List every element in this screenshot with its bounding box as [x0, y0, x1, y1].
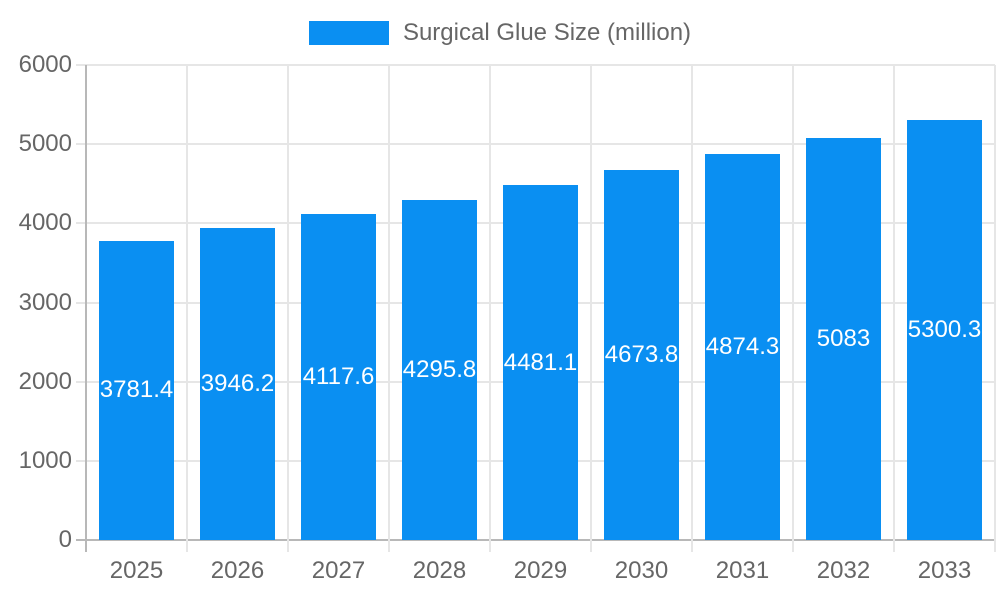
x-gridline — [590, 65, 592, 552]
legend-swatch — [308, 21, 389, 45]
bar-value-label: 5300.3 — [907, 316, 982, 344]
x-tick-label: 2032 — [816, 557, 871, 584]
x-tick-label: 2033 — [917, 557, 972, 584]
x-gridline — [893, 65, 895, 552]
x-tick-label: 2030 — [614, 557, 669, 584]
y-tick-label: 4000 — [18, 209, 72, 237]
x-gridline — [186, 65, 188, 552]
x-tick-label: 2029 — [513, 557, 568, 584]
bar-value-label: 5083 — [816, 324, 871, 352]
x-gridline — [287, 65, 289, 552]
bar[interactable] — [402, 199, 477, 540]
bar[interactable] — [806, 137, 881, 540]
legend-label: Surgical Glue Size (million) — [402, 19, 692, 46]
y-axis-line — [85, 65, 87, 552]
x-tick-label: 2026 — [210, 557, 265, 584]
x-gridline — [792, 65, 794, 552]
x-gridline — [691, 65, 693, 552]
bar-value-label: 4117.6 — [302, 363, 375, 390]
x-tick-label: 2025 — [109, 557, 164, 584]
x-tick-label: 2031 — [715, 557, 770, 584]
y-tick-label: 5000 — [18, 130, 72, 158]
bar[interactable] — [705, 154, 780, 540]
x-tick-label: 2028 — [412, 557, 467, 584]
bar[interactable] — [301, 214, 376, 540]
x-axis-baseline — [76, 539, 995, 541]
bar[interactable] — [907, 120, 982, 540]
bar[interactable] — [200, 227, 275, 540]
bar[interactable] — [99, 240, 174, 540]
y-gridline — [76, 64, 995, 66]
chart-legend[interactable]: Surgical Glue Size (million) — [0, 18, 1000, 48]
x-tick-label: 2027 — [311, 557, 366, 584]
bar-value-label: 4874.3 — [705, 333, 780, 361]
bar-value-label: 4673.8 — [604, 340, 679, 368]
bar[interactable] — [604, 169, 679, 540]
y-gridline — [76, 143, 995, 146]
bar-value-label: 3781.4 — [99, 376, 174, 404]
x-gridline — [388, 65, 390, 552]
bar-value-label: 4295.8 — [402, 355, 477, 383]
bar-value-label: 4481.1 — [503, 348, 578, 376]
y-tick-label: 3000 — [18, 288, 72, 316]
y-tick-label: 1000 — [18, 446, 72, 474]
x-gridline — [489, 65, 491, 552]
y-tick-label: 0 — [58, 526, 72, 553]
y-tick-label: 6000 — [18, 51, 72, 78]
bar[interactable] — [503, 185, 578, 540]
y-tick-label: 2000 — [18, 367, 72, 395]
x-gridline — [994, 65, 996, 552]
bar-value-label: 3946.2 — [200, 369, 275, 397]
